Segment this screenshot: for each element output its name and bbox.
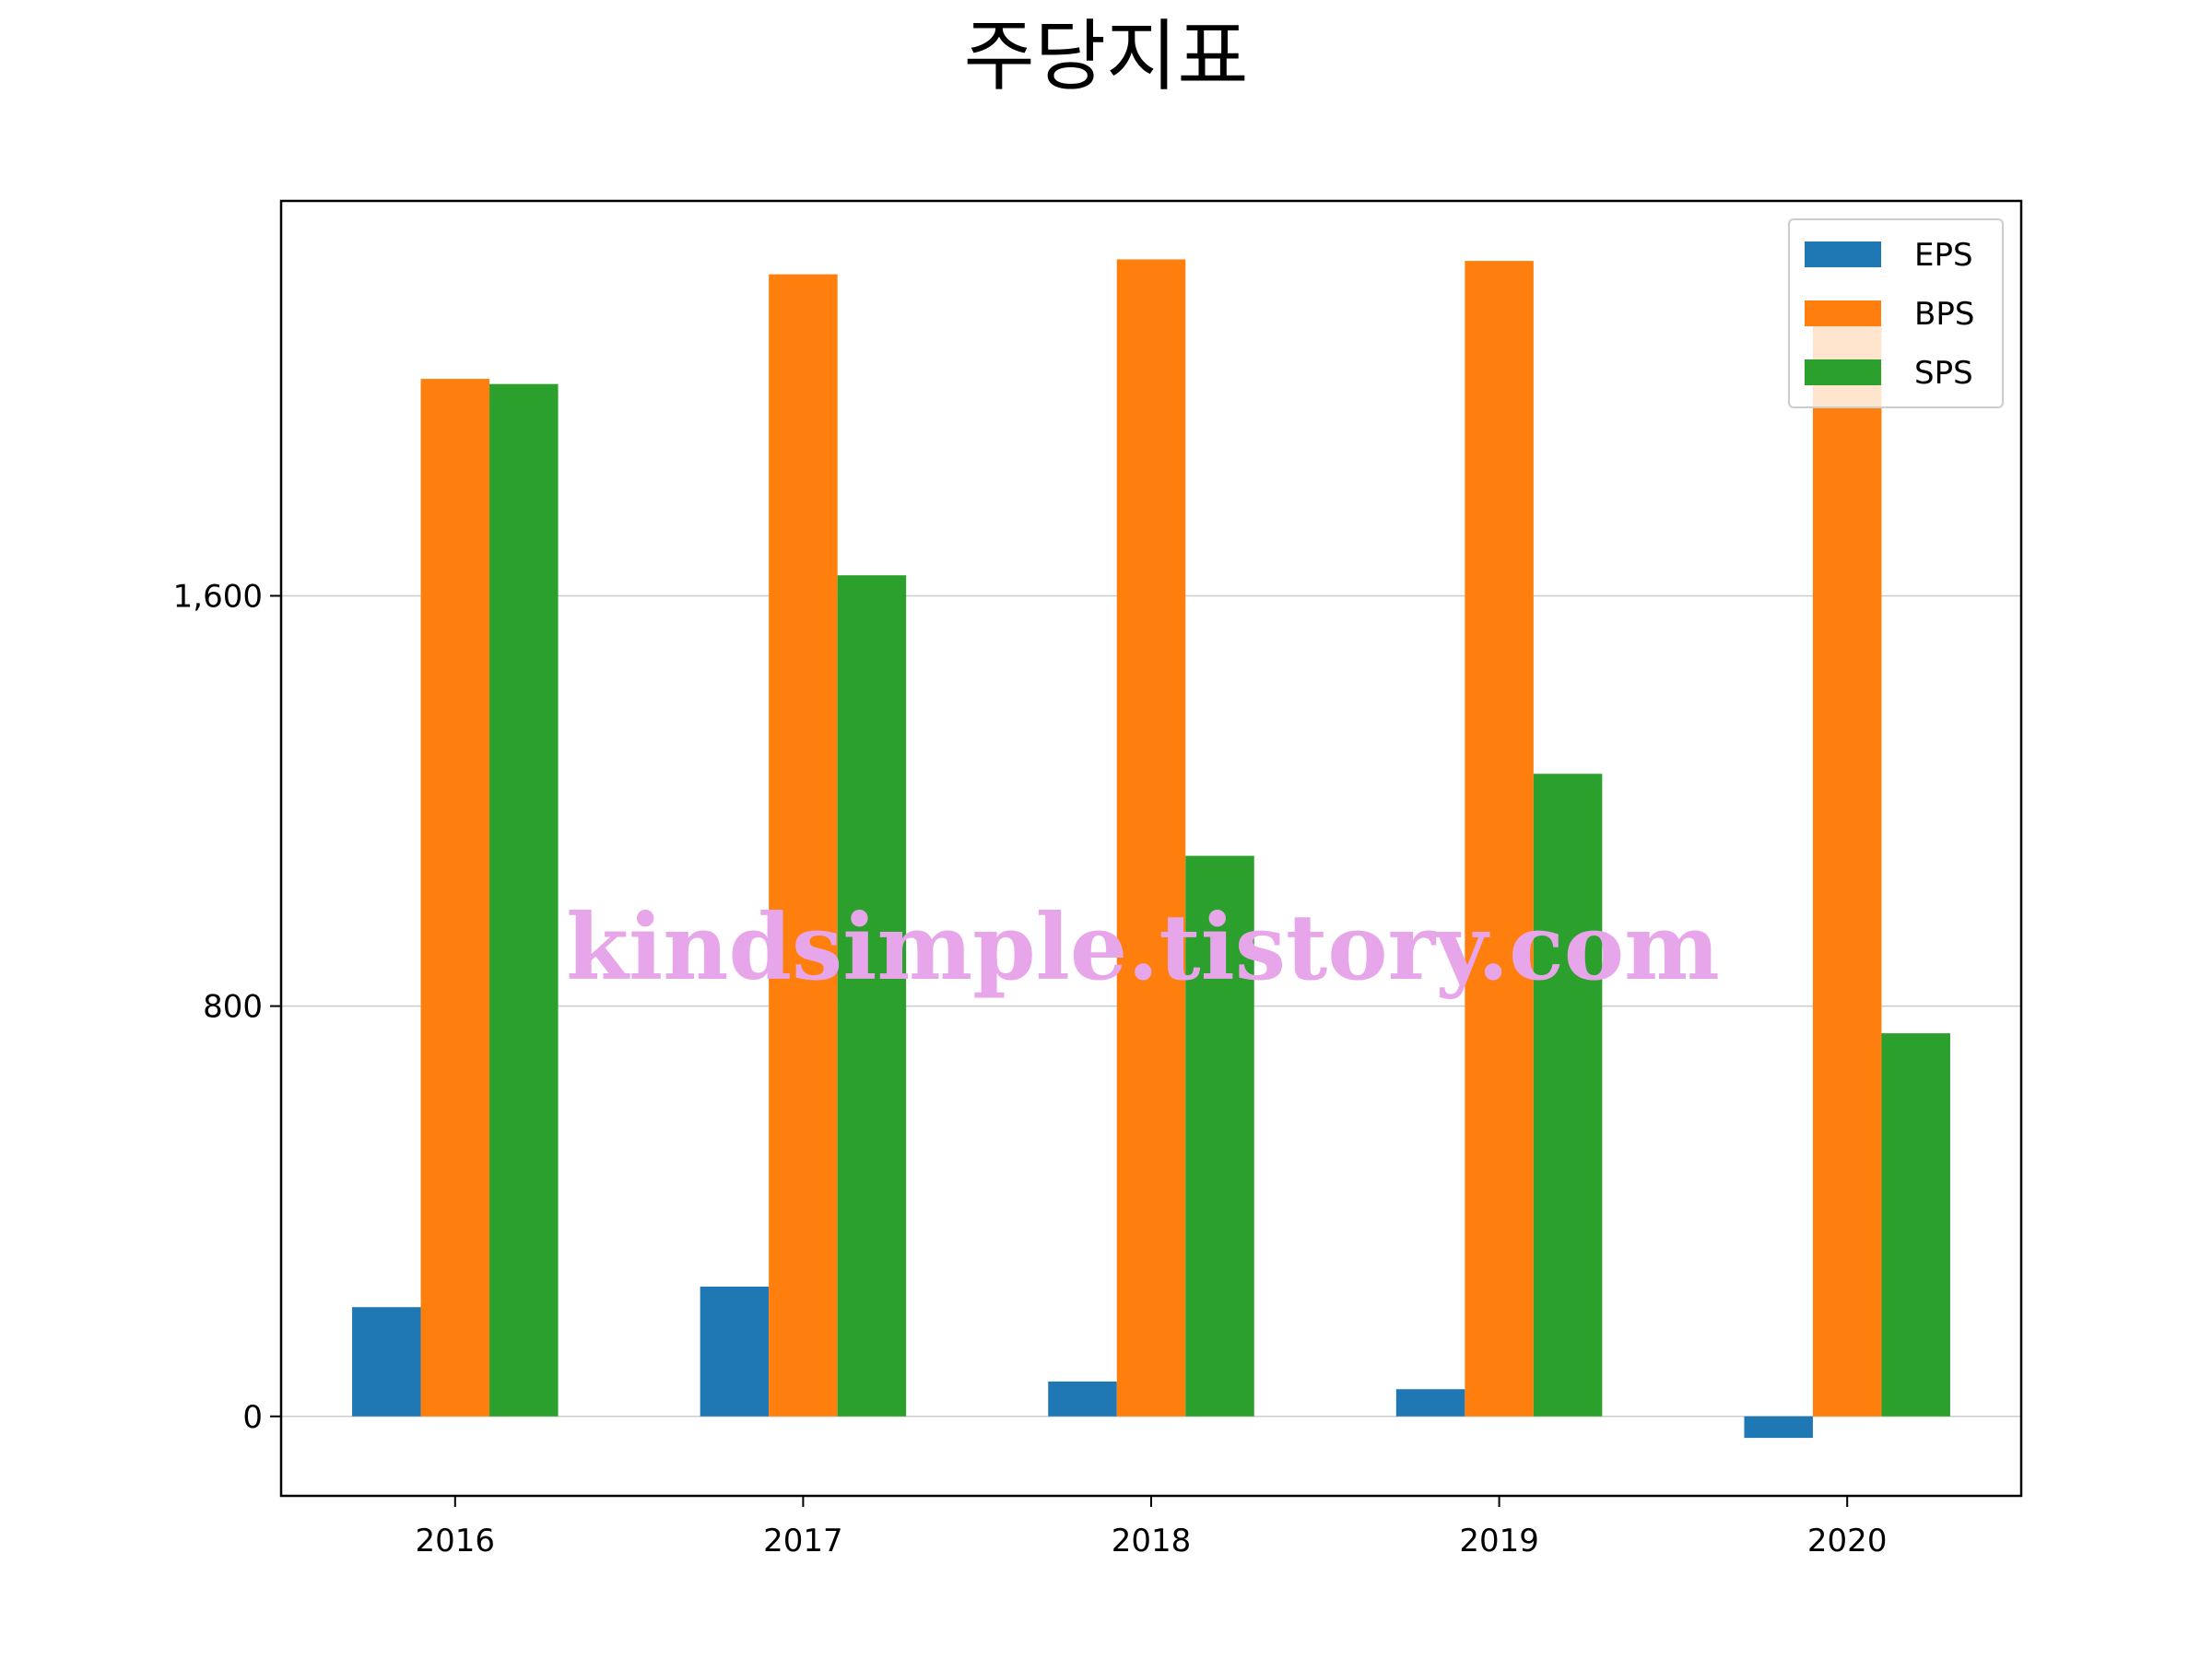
bar-bps-2020 — [1812, 322, 1882, 1417]
x-tick-label: 2017 — [763, 1523, 843, 1559]
y-tick-label: 0 — [242, 1399, 263, 1436]
x-tick-label: 2016 — [416, 1523, 496, 1559]
bar-eps-2018 — [1048, 1381, 1117, 1417]
legend-swatch-eps — [1805, 241, 1881, 267]
bar-bps-2018 — [1116, 259, 1186, 1417]
bar-sps-2016 — [489, 383, 559, 1417]
bar-sps-2019 — [1533, 773, 1603, 1417]
bar-eps-2019 — [1395, 1389, 1465, 1417]
bars — [352, 259, 1950, 1439]
axis-ticks: 0 800 1,600 2016 2017 2018 2019 2020 — [173, 578, 1888, 1559]
bar-eps-2016 — [352, 1307, 421, 1417]
y-tick-label: 800 — [203, 989, 263, 1026]
bar-eps-2020 — [1744, 1416, 1813, 1439]
watermark: kindsimple.tistory.com — [566, 895, 1720, 1001]
bar-bps-2019 — [1465, 261, 1534, 1417]
legend-label-sps: SPS — [1914, 355, 1973, 392]
legend-swatch-sps — [1805, 359, 1881, 385]
legend-label-bps: BPS — [1914, 296, 1974, 333]
legend-swatch-bps — [1805, 300, 1881, 326]
legend-label-eps: EPS — [1914, 237, 1973, 274]
bar-sps-2018 — [1185, 855, 1254, 1417]
legend: EPS BPS SPS — [1788, 218, 2004, 408]
bar-eps-2017 — [700, 1286, 770, 1417]
bar-sps-2017 — [837, 575, 907, 1417]
bar-bps-2017 — [769, 274, 838, 1417]
x-tick-label: 2018 — [1112, 1523, 1192, 1559]
x-tick-label: 2020 — [1807, 1523, 1888, 1559]
chart-title: 주당지표 — [963, 11, 1248, 101]
bar-bps-2016 — [420, 379, 490, 1417]
y-tick-label: 1,600 — [173, 578, 263, 615]
bar-sps-2020 — [1881, 1033, 1950, 1417]
x-tick-label: 2019 — [1459, 1523, 1539, 1559]
